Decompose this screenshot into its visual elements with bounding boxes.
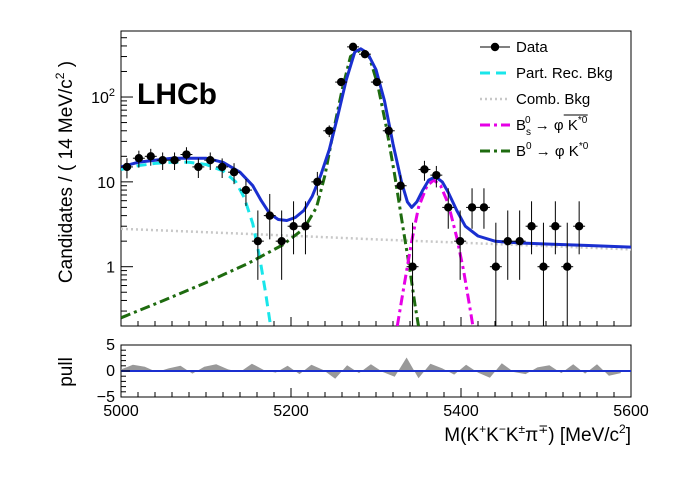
data-point <box>263 193 276 240</box>
pull-y-tick-label: 0 <box>106 363 115 380</box>
data-point <box>454 210 467 280</box>
data-point <box>394 175 407 201</box>
main-x-ticks <box>120 317 632 326</box>
pull-y-ticks: 5 0 −5 <box>97 337 130 406</box>
data-point <box>359 49 371 59</box>
data-point <box>489 222 502 326</box>
data-point <box>323 125 336 138</box>
data-point <box>144 148 157 166</box>
pull-plot-panel: 5000 5200 5400 5600 5 0 −5 pull M(K+K−K±π∓) [… <box>56 337 649 446</box>
data-point <box>430 165 443 188</box>
data-point <box>216 158 229 179</box>
curve-comb-bkg <box>121 227 631 251</box>
main-y-axis-label-tail: ) <box>56 61 77 73</box>
x-tick-label: 5000 <box>103 403 139 420</box>
data-point <box>228 163 240 185</box>
data-point <box>287 201 300 255</box>
data-point <box>299 201 312 255</box>
data-point <box>382 125 395 138</box>
main-plot-panel: 1 10 102 LHCb Data Part. Rec. Bkg Comb. Bkg B… <box>53 30 632 327</box>
data-point <box>204 152 217 170</box>
legend-entry-comb: Comb. Bkg <box>480 91 590 108</box>
main-y-ticks: 1 10 102 <box>91 30 133 327</box>
data-point <box>275 210 288 280</box>
data-point <box>192 158 205 179</box>
data-point <box>549 201 562 255</box>
main-fit-curves <box>121 47 631 326</box>
data-point <box>180 147 193 164</box>
pull-fill <box>121 357 621 379</box>
data-point <box>466 188 478 229</box>
lhcb-logo-text: LHCb <box>137 78 217 111</box>
legend-entry-data: Data <box>480 39 548 56</box>
data-point <box>311 171 324 196</box>
data-point <box>251 210 264 280</box>
data-point <box>335 77 348 87</box>
pull-area <box>121 357 631 379</box>
curve-b0-phi-k-0 <box>121 48 420 326</box>
data-point <box>478 188 490 229</box>
pull-x-ticks: 5000 5200 5400 5600 <box>103 388 649 420</box>
main-data-points <box>121 42 586 326</box>
main-y-axis-label-text: Candidates / ( 14 MeV/c <box>56 79 77 283</box>
data-point <box>370 77 383 87</box>
x-tick-label: 5600 <box>613 403 649 420</box>
data-point <box>347 42 359 52</box>
data-point <box>537 222 550 326</box>
main-y-axis-label: Candidates / ( 14 MeV/c2 ) <box>53 61 77 283</box>
data-point <box>168 152 181 170</box>
pull-y-tick-label: 5 <box>106 337 115 354</box>
main-y-tick-label: 10 <box>97 175 115 192</box>
data-point <box>573 201 586 255</box>
data-point <box>132 150 145 168</box>
main-y-tick-label: 1 <box>106 260 115 277</box>
legend-entry-bs: Bs0 → φ K*0 <box>480 114 588 138</box>
x-tick-label: 5400 <box>443 403 479 420</box>
data-point <box>561 222 574 326</box>
legend: Data Part. Rec. Bkg Comb. Bkg Bs0 → φ K*0 B0… <box>480 39 613 160</box>
pull-y-tick-label: −5 <box>97 389 115 406</box>
svg-text:Comb. Bkg: Comb. Bkg <box>516 91 590 108</box>
curve-bs0-phi-k-0bar <box>395 178 475 326</box>
data-point <box>240 179 252 206</box>
data-point <box>156 152 169 170</box>
x-tick-label: 5200 <box>273 403 309 420</box>
main-y-tick-label: 102 <box>91 87 115 107</box>
svg-text:Part. Rec. Bkg: Part. Rec. Bkg <box>516 65 613 82</box>
data-point <box>525 201 538 255</box>
svg-text:Data: Data <box>516 39 548 56</box>
x-axis-label: M(K+K−K±π∓) [MeV/c2] <box>444 422 631 446</box>
svg-text:Bs0 → φ K*0: Bs0 → φ K*0 <box>516 115 588 138</box>
data-point <box>121 158 133 179</box>
legend-entry-bd: B0 → φ K*0 <box>480 141 589 160</box>
data-point <box>513 210 526 280</box>
data-point <box>406 222 419 326</box>
legend-entry-partrec: Part. Rec. Bkg <box>480 65 613 82</box>
data-point <box>442 188 455 229</box>
data-point <box>501 210 514 280</box>
svg-text:B0 → φ K*0: B0 → φ K*0 <box>516 141 589 160</box>
main-y-axis-label-sup: 2 <box>53 72 67 79</box>
data-point <box>418 160 431 181</box>
pull-y-axis-label: pull <box>56 357 77 387</box>
